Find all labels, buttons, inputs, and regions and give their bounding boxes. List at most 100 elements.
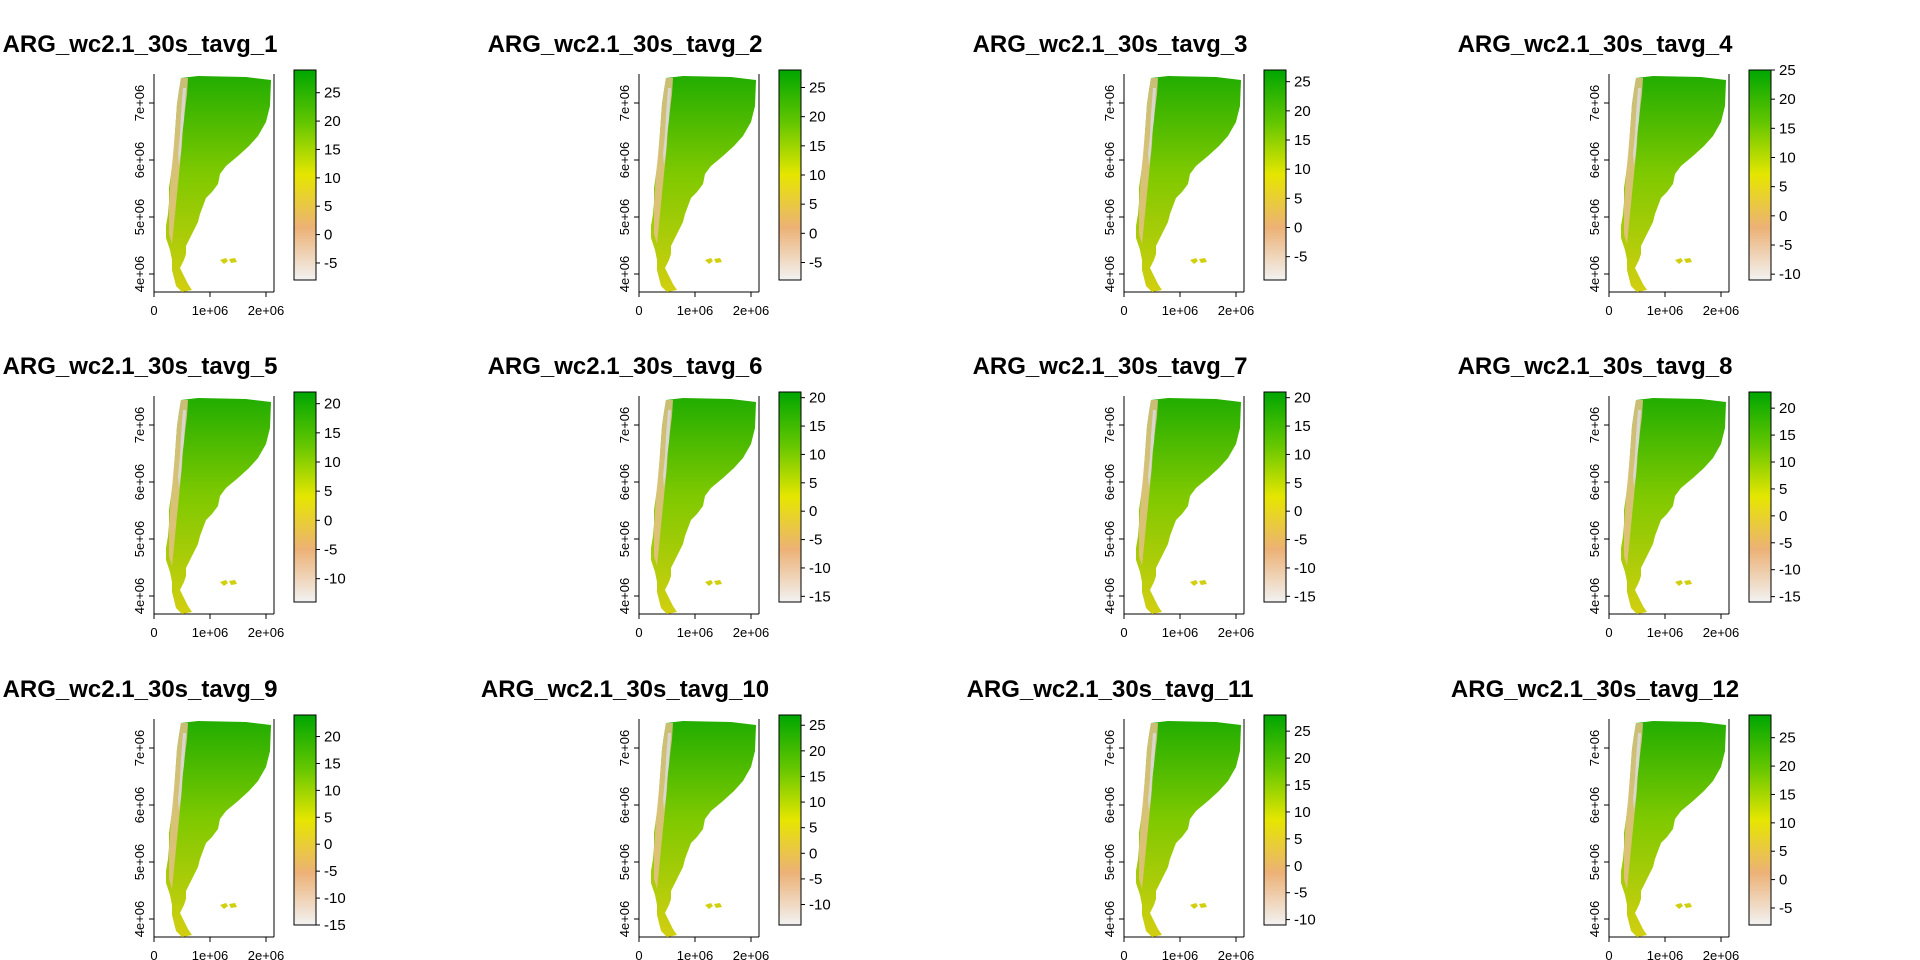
y-tick-label: 4e+06 (617, 901, 632, 938)
legend-tick-label: 0 (809, 503, 817, 520)
legend: 25 20 15 10 5 0 -5 (1263, 69, 1311, 281)
legend-color-bar (778, 391, 802, 603)
x-tick-label: 2e+06 (733, 303, 770, 318)
y-tick-label: 7e+06 (617, 85, 632, 122)
plot-area: 0 1e+06 2e+06 4e+06 5e+06 6e+06 7e+06 (1102, 396, 1254, 640)
legend-tick-label: 0 (1294, 858, 1302, 875)
x-tick-label: 1e+06 (192, 303, 229, 318)
map-raster (651, 721, 756, 937)
y-tick-label: 6e+06 (1587, 787, 1602, 824)
legend-tick-label: 15 (324, 425, 341, 442)
legend-tick-label: 10 (809, 794, 826, 811)
islands-region (220, 903, 237, 909)
y-tick-label: 6e+06 (1102, 142, 1117, 179)
y-tick-label: 5e+06 (1102, 521, 1117, 558)
x-tick-label: 2e+06 (1703, 948, 1740, 960)
y-tick-label: 4e+06 (617, 578, 632, 615)
x-tick-label: 0 (1120, 625, 1127, 640)
x-tick-label: 2e+06 (248, 625, 285, 640)
legend-tick-label: 0 (1779, 508, 1787, 525)
x-tick-label: 0 (150, 625, 157, 640)
islands-region (1675, 903, 1692, 909)
y-tick-label: 5e+06 (132, 521, 147, 558)
x-tick-label: 1e+06 (1162, 625, 1199, 640)
x-tick-label: 2e+06 (1703, 303, 1740, 318)
y-tick-label: 6e+06 (617, 787, 632, 824)
legend: 20 15 10 5 0 -5 -10 -15 (293, 714, 346, 934)
islands-region (705, 903, 722, 909)
legend-tick-label: 20 (809, 109, 826, 126)
legend-tick-label: 15 (1779, 120, 1796, 137)
chart-panel: ARG_wc2.1_30s_tavg_7 0 1e+06 2e+06 4e+06 5e+0… (973, 353, 1316, 640)
x-tick-label: 0 (150, 948, 157, 960)
legend-tick-label: -5 (1294, 885, 1307, 902)
legend-color-bar (293, 714, 317, 926)
legend-tick-label: -15 (1294, 588, 1316, 605)
legend-tick-label: 5 (324, 809, 332, 826)
y-tick-label: 6e+06 (617, 464, 632, 501)
map-raster (166, 398, 271, 614)
legend-tick-label: 20 (1294, 103, 1311, 120)
x-tick-label: 1e+06 (192, 948, 229, 960)
legend-tick-label: 20 (1779, 400, 1796, 417)
legend-tick-label: 15 (809, 768, 826, 785)
legend-tick-label: -5 (1779, 535, 1792, 552)
map-raster (166, 721, 271, 937)
legend-color-bar (293, 391, 317, 603)
map-raster (1621, 398, 1726, 614)
y-tick-label: 4e+06 (132, 578, 147, 615)
legend-tick-label: 25 (1294, 723, 1311, 740)
legend-tick-label: 10 (324, 782, 341, 799)
legend-tick-label: 15 (1779, 427, 1796, 444)
legend-tick-label: 15 (324, 755, 341, 772)
y-tick-label: 6e+06 (1102, 787, 1117, 824)
x-tick-label: 1e+06 (1162, 948, 1199, 960)
legend-tick-label: -10 (1294, 560, 1316, 577)
y-tick-label: 6e+06 (1587, 142, 1602, 179)
legend-color-bar (1748, 391, 1772, 603)
legend-tick-label: 15 (1294, 777, 1311, 794)
plot-area: 0 1e+06 2e+06 4e+06 5e+06 6e+06 7e+06 (1102, 719, 1254, 960)
legend-tick-label: 5 (1294, 190, 1302, 207)
chart-panel: ARG_wc2.1_30s_tavg_4 0 1e+06 2e+06 4e+06 5e+0… (1458, 31, 1801, 318)
y-tick-label: 7e+06 (1587, 85, 1602, 122)
y-tick-label: 4e+06 (1587, 256, 1602, 293)
plot-area: 0 1e+06 2e+06 4e+06 5e+06 6e+06 7e+06 (617, 719, 769, 960)
andes-high-region (178, 410, 186, 488)
chart-title: ARG_wc2.1_30s_tavg_10 (481, 676, 769, 703)
y-tick-label: 7e+06 (132, 85, 147, 122)
y-tick-label: 6e+06 (1587, 464, 1602, 501)
legend-tick-label: 0 (324, 836, 332, 853)
y-tick-label: 7e+06 (617, 730, 632, 767)
plot-area: 0 1e+06 2e+06 4e+06 5e+06 6e+06 7e+06 (1587, 74, 1739, 318)
x-tick-label: 2e+06 (733, 625, 770, 640)
x-tick-label: 2e+06 (1218, 303, 1255, 318)
map-raster (651, 76, 756, 292)
y-tick-label: 5e+06 (1102, 199, 1117, 236)
legend-tick-label: -15 (324, 917, 346, 934)
chart-panel: ARG_wc2.1_30s_tavg_9 0 1e+06 2e+06 4e+06 5e+0… (3, 676, 346, 960)
legend-tick-label: 5 (1779, 179, 1787, 196)
x-tick-label: 0 (1605, 303, 1612, 318)
x-tick-label: 0 (1120, 303, 1127, 318)
chart-title: ARG_wc2.1_30s_tavg_4 (1458, 31, 1733, 58)
chart-title: ARG_wc2.1_30s_tavg_3 (973, 31, 1248, 58)
islands-region (705, 580, 722, 586)
legend-tick-label: -10 (1779, 266, 1801, 283)
legend-tick-label: -5 (1294, 532, 1307, 549)
legend-tick-label: 25 (1779, 62, 1796, 79)
legend-tick-label: 15 (324, 141, 341, 158)
andes-high-region (1633, 733, 1641, 811)
y-tick-label: 6e+06 (132, 142, 147, 179)
legend-tick-label: 10 (1294, 446, 1311, 463)
legend-tick-label: 0 (1779, 208, 1787, 225)
y-tick-label: 7e+06 (1587, 730, 1602, 767)
y-tick-label: 4e+06 (1587, 901, 1602, 938)
legend-tick-label: 0 (324, 512, 332, 529)
legend-tick-label: -10 (1294, 912, 1316, 929)
legend-tick-label: -10 (1779, 562, 1801, 579)
plot-area: 0 1e+06 2e+06 4e+06 5e+06 6e+06 7e+06 (1587, 719, 1739, 960)
legend-color-bar (778, 69, 802, 281)
x-tick-label: 2e+06 (733, 948, 770, 960)
